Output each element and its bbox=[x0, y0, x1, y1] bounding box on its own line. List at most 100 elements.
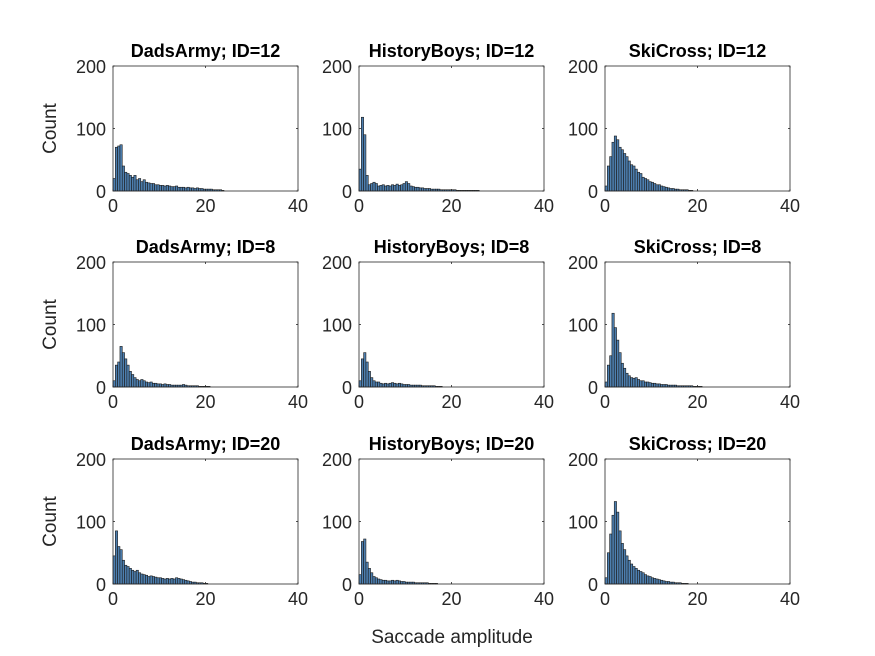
histogram-bar bbox=[388, 580, 392, 585]
histogram-bar bbox=[168, 185, 172, 192]
histogram-bar bbox=[367, 568, 371, 585]
histogram-bar bbox=[191, 187, 195, 192]
y-tick-label: 0 bbox=[588, 378, 598, 398]
x-tick-label: 40 bbox=[534, 392, 554, 412]
histogram-bar bbox=[644, 381, 647, 388]
histogram-bar bbox=[124, 171, 128, 192]
histogram-bar bbox=[377, 578, 381, 585]
histogram-bar bbox=[620, 362, 624, 388]
histogram-bar bbox=[384, 382, 388, 388]
x-tick-label: 20 bbox=[687, 589, 707, 609]
histogram-bar bbox=[158, 383, 162, 388]
y-axis-label: Count bbox=[40, 102, 61, 153]
histogram-bar bbox=[379, 185, 383, 192]
histogram-bar bbox=[170, 186, 174, 192]
histogram-bar bbox=[147, 382, 151, 388]
histogram-bar bbox=[393, 185, 397, 192]
histogram-bar bbox=[161, 185, 165, 192]
histogram-bar bbox=[128, 175, 132, 192]
histogram-bar bbox=[374, 577, 378, 585]
y-tick-label: 100 bbox=[322, 513, 352, 533]
histogram-bar bbox=[140, 573, 144, 585]
histogram-bar bbox=[115, 146, 118, 192]
histogram-bar bbox=[620, 149, 624, 192]
histogram-bar bbox=[395, 579, 399, 585]
histogram-bar bbox=[135, 569, 139, 585]
x-tick-label: 20 bbox=[195, 392, 215, 412]
histogram-bar bbox=[142, 574, 146, 585]
histogram-bar bbox=[365, 561, 369, 585]
histogram-bar bbox=[131, 569, 135, 585]
histogram-bar bbox=[416, 186, 420, 192]
plot-area bbox=[113, 459, 298, 584]
histogram-bar bbox=[138, 380, 142, 388]
histogram-bar bbox=[131, 176, 135, 192]
y-tick-label: 0 bbox=[588, 182, 598, 202]
histogram-bar bbox=[177, 578, 181, 585]
histogram-bar bbox=[407, 183, 411, 192]
histogram-bar bbox=[168, 578, 172, 585]
histogram-bar bbox=[147, 576, 151, 585]
y-tick-label: 100 bbox=[76, 513, 106, 533]
histogram-bar bbox=[400, 383, 404, 388]
y-tick-label: 0 bbox=[96, 378, 106, 398]
histogram-bar bbox=[154, 382, 158, 388]
histogram-bar bbox=[186, 186, 190, 192]
histogram-bar bbox=[374, 183, 378, 192]
histogram-bar bbox=[395, 183, 399, 192]
histogram-bar bbox=[363, 352, 367, 388]
histogram-bar bbox=[630, 164, 634, 192]
histogram-bar bbox=[639, 173, 643, 192]
histogram-bar bbox=[372, 380, 376, 388]
histogram-bar bbox=[648, 382, 652, 388]
histogram-bar bbox=[637, 379, 640, 388]
histogram-bar bbox=[630, 377, 634, 388]
histogram-bar bbox=[386, 580, 390, 585]
histogram-bar bbox=[648, 181, 652, 192]
figure-xlabel: Saccade amplitude bbox=[371, 627, 533, 648]
x-tick-label: 40 bbox=[780, 196, 800, 216]
histogram-bar bbox=[630, 563, 634, 585]
histogram-bar bbox=[370, 183, 374, 192]
histogram-bar bbox=[361, 541, 364, 585]
histogram-bar bbox=[625, 156, 629, 192]
histogram-bar bbox=[648, 576, 652, 585]
histogram-bar bbox=[641, 572, 645, 585]
histogram-bar bbox=[611, 312, 615, 388]
histogram-bar bbox=[625, 555, 629, 585]
histogram-bar bbox=[377, 381, 381, 388]
histogram-bar bbox=[165, 578, 169, 585]
y-tick-label: 0 bbox=[96, 182, 106, 202]
histogram-bar bbox=[117, 546, 121, 585]
histogram-panel: 0 20 40 0 100 200 SkiCross; ID=8 bbox=[568, 237, 800, 412]
histogram-bar bbox=[393, 580, 397, 585]
histogram-bar bbox=[126, 173, 130, 192]
histogram-bar bbox=[632, 377, 636, 388]
histogram-bar bbox=[154, 184, 158, 192]
chart-title: HistoryBoys; ID=12 bbox=[369, 41, 535, 61]
histogram-bar bbox=[135, 179, 139, 192]
plot-area bbox=[359, 459, 544, 584]
histogram-bar bbox=[646, 179, 650, 192]
histogram-bar bbox=[613, 135, 617, 192]
histogram-bar bbox=[391, 184, 394, 192]
x-tick-label: 0 bbox=[354, 392, 364, 412]
histogram-bar bbox=[142, 179, 146, 192]
histogram-bar bbox=[393, 382, 397, 388]
histogram-bar bbox=[402, 183, 406, 192]
histogram-bar bbox=[391, 382, 394, 388]
histogram-bar bbox=[365, 175, 369, 192]
x-tick-label: 0 bbox=[600, 196, 610, 216]
histogram-bar bbox=[400, 184, 404, 192]
histogram-bar bbox=[152, 183, 155, 192]
histogram-bar bbox=[653, 382, 657, 388]
histogram-bar bbox=[421, 187, 425, 192]
histogram-bar bbox=[607, 165, 610, 192]
y-axis-label: Count bbox=[40, 298, 61, 349]
histogram-bar bbox=[384, 579, 388, 585]
histogram-panel: 0 20 40 0 100 200 SkiCross; ID=20 bbox=[568, 434, 800, 609]
histogram-bar bbox=[650, 382, 654, 388]
histogram-bar bbox=[611, 514, 615, 585]
histogram-bar bbox=[152, 382, 155, 388]
x-tick-label: 0 bbox=[600, 392, 610, 412]
